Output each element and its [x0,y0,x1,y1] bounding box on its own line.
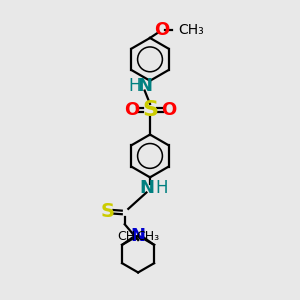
Text: S: S [142,100,158,120]
Text: CH₃: CH₃ [178,22,204,37]
Text: O: O [161,101,176,119]
Text: N: N [137,77,152,95]
Text: O: O [154,21,169,39]
Text: CH₃: CH₃ [136,230,159,243]
Text: O: O [124,101,139,119]
Text: H: H [155,179,167,197]
Text: S: S [100,202,115,221]
Text: N: N [139,179,154,197]
Text: H: H [128,77,141,95]
Text: N: N [130,226,146,244]
Text: CH₃: CH₃ [117,230,140,243]
